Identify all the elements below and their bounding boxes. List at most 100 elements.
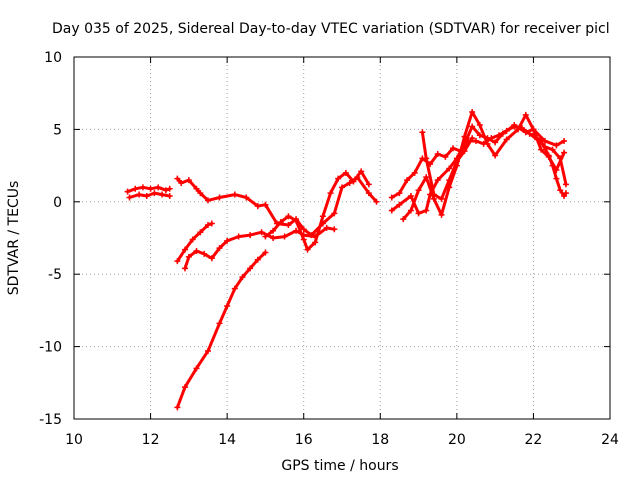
data-point <box>492 152 499 159</box>
data-point <box>224 237 231 244</box>
data-point <box>476 132 483 139</box>
data-point <box>388 207 395 214</box>
data-point <box>511 122 518 129</box>
data-point <box>208 255 215 262</box>
x-tick-label: 20 <box>448 432 466 448</box>
data-point <box>549 146 556 153</box>
data-point <box>159 191 166 198</box>
data-point <box>262 201 269 208</box>
x-tick-label: 24 <box>601 432 619 448</box>
data-point <box>469 135 476 142</box>
data-point <box>373 198 380 205</box>
data-point <box>350 178 357 185</box>
x-tick-label: 18 <box>371 432 389 448</box>
data-point <box>174 175 181 182</box>
y-tick-label: -5 <box>48 267 62 283</box>
chart-title: Day 035 of 2025, Sidereal Day-to-day VTE… <box>52 21 610 37</box>
data-point <box>530 126 537 133</box>
data-point <box>143 193 150 200</box>
y-tick-label: 5 <box>53 122 62 138</box>
data-point <box>358 168 365 175</box>
data-point <box>239 274 246 281</box>
data-point <box>450 145 457 152</box>
data-point <box>553 175 560 182</box>
data-point <box>407 193 414 200</box>
data-point <box>473 137 479 144</box>
data-point <box>557 187 564 194</box>
data-point <box>442 153 449 160</box>
x-tick-label: 10 <box>65 432 83 448</box>
tick-layer: 10 12 14 16 18 20 22 24 -15 -10 -5 0 5 10 <box>39 50 619 448</box>
x-tick-label: 16 <box>295 432 313 448</box>
data-point <box>553 142 560 149</box>
data-point <box>331 210 338 217</box>
data-point <box>262 233 269 240</box>
data-point <box>254 203 261 210</box>
data-point <box>197 190 204 197</box>
data-point <box>411 169 418 176</box>
y-tick-label: -15 <box>39 412 62 428</box>
data-point <box>182 265 189 272</box>
plot-frame <box>73 56 611 420</box>
data-point <box>293 227 300 234</box>
data-point <box>216 194 223 201</box>
data-point <box>545 152 552 159</box>
data-point <box>365 181 372 188</box>
data-point <box>476 122 483 129</box>
x-axis-label: GPS time / hours <box>281 458 398 474</box>
data-point <box>469 123 476 130</box>
y-tick-label: 0 <box>53 195 62 211</box>
data-point <box>453 158 460 165</box>
data-point <box>404 177 411 184</box>
data-point <box>300 236 307 243</box>
data-point <box>407 207 414 214</box>
data-point <box>304 246 311 253</box>
data-point <box>434 177 441 184</box>
data-point <box>182 246 189 253</box>
data-point <box>415 187 422 194</box>
y-tick-label: -10 <box>39 340 62 356</box>
data-point <box>446 165 453 172</box>
data-point <box>166 185 173 192</box>
data-point <box>419 129 426 136</box>
data-point <box>189 236 196 243</box>
data-point <box>484 140 491 147</box>
y-axis-label: SDTVAR / TECUs <box>6 181 22 296</box>
data-point <box>139 184 146 191</box>
data-point <box>346 179 353 186</box>
data-point <box>549 162 556 169</box>
data-point <box>503 136 510 143</box>
data-point <box>561 137 568 144</box>
data-point <box>270 227 277 234</box>
data-point <box>205 221 211 228</box>
data-point <box>247 232 254 239</box>
data-point <box>461 148 468 155</box>
data-point <box>224 303 231 310</box>
data-point <box>182 384 189 391</box>
data-point <box>335 175 342 182</box>
data-point <box>423 174 430 181</box>
data-point <box>285 213 292 220</box>
data-point <box>446 177 453 184</box>
data-point <box>396 190 403 197</box>
data-point <box>155 184 162 191</box>
data-point <box>388 194 395 201</box>
series-layer <box>124 109 569 411</box>
data-point <box>438 211 445 218</box>
data-point <box>438 195 445 202</box>
data-point <box>270 235 277 241</box>
data-point <box>293 217 300 224</box>
data-point <box>430 191 437 198</box>
data-point <box>216 245 223 252</box>
data-point <box>254 256 261 263</box>
data-point <box>492 139 499 146</box>
data-point <box>162 187 169 194</box>
data-point <box>174 258 181 265</box>
data-point <box>319 213 326 220</box>
data-point <box>331 226 338 233</box>
data-point <box>538 137 545 144</box>
series-track-j <box>420 130 474 201</box>
data-point <box>522 129 529 136</box>
data-point <box>342 169 349 176</box>
